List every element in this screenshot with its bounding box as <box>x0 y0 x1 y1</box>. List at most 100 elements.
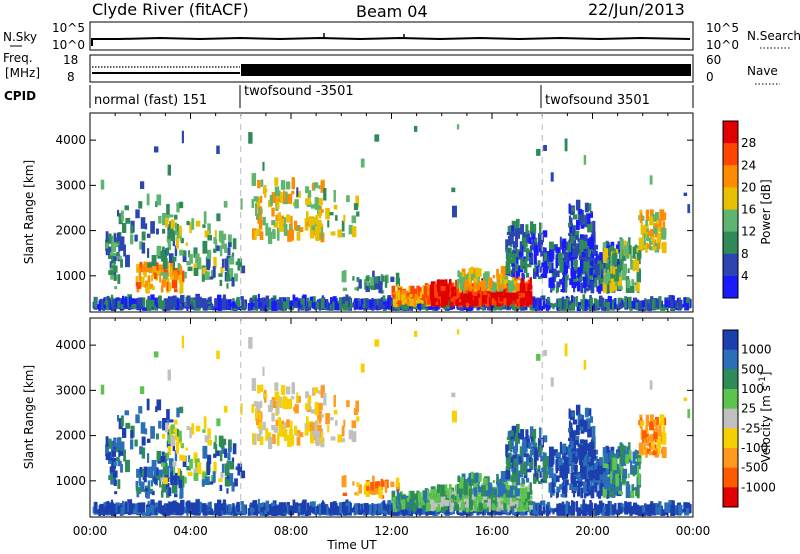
power-echo <box>593 269 597 274</box>
power-echo <box>113 253 118 257</box>
velocity-echo <box>614 467 618 474</box>
velocity-echo <box>120 463 123 473</box>
power-echo <box>341 297 345 307</box>
velocity-echo <box>496 500 500 511</box>
velocity-echo <box>583 481 587 494</box>
velocity-echo <box>130 439 134 450</box>
velocity-echo <box>403 497 409 505</box>
power-colorbar-tick: 16 <box>741 203 756 217</box>
power-echo <box>571 237 577 251</box>
power-echo <box>543 144 547 152</box>
power-colorbar-swatch <box>723 143 738 166</box>
velocity-echo <box>207 428 211 440</box>
power-echo <box>537 263 541 267</box>
power-echo <box>511 234 514 245</box>
power-echo <box>363 307 366 311</box>
velocity-echo <box>660 511 666 516</box>
power-echo <box>451 289 455 297</box>
velocity-echo <box>599 468 604 475</box>
power-echo <box>577 304 580 310</box>
velocity-echo <box>417 505 421 513</box>
power-echo <box>227 258 230 271</box>
velocity-echo <box>580 504 585 514</box>
nsearch-label: N.Search <box>747 29 800 43</box>
power-echo <box>395 297 398 303</box>
power-echo <box>523 248 529 253</box>
power-echo <box>168 214 174 218</box>
power-echo <box>469 285 473 290</box>
velocity-echo <box>539 444 542 453</box>
velocity-echo <box>311 388 315 395</box>
velocity-echo <box>333 409 338 415</box>
velocity-echo <box>509 463 513 469</box>
velocity-echo <box>210 508 214 516</box>
power-echo <box>426 297 431 305</box>
power-echo <box>599 263 604 270</box>
velocity-echo <box>112 504 117 512</box>
velocity-echo <box>164 482 170 491</box>
velocity-echo <box>520 511 525 516</box>
velocity-echo <box>571 476 576 484</box>
freq-unit: [MHz] <box>5 66 40 80</box>
velocity-echo <box>444 484 448 495</box>
velocity-echo <box>160 505 165 515</box>
velocity-echo <box>124 501 127 513</box>
velocity-echo <box>510 475 515 482</box>
power-echo <box>532 236 535 246</box>
power-echo <box>572 281 578 287</box>
power-echo <box>151 255 157 267</box>
power-echo <box>440 279 445 292</box>
power-echo <box>330 231 336 236</box>
power-echo <box>566 253 570 261</box>
velocity-echo <box>202 472 207 484</box>
power-echo <box>409 294 413 298</box>
velocity-echo <box>356 482 360 488</box>
velocity-echo <box>514 439 519 453</box>
velocity-echo <box>134 439 138 447</box>
velocity-echo <box>380 502 383 515</box>
power-echo <box>575 219 580 231</box>
velocity-echo <box>463 498 469 503</box>
velocity-echo <box>189 511 195 515</box>
velocity-echo <box>219 450 223 462</box>
velocity-echo <box>529 482 532 495</box>
velocity-echo <box>563 473 567 486</box>
power-echo <box>371 299 374 308</box>
power-echo <box>265 295 270 307</box>
power-echo <box>206 258 211 271</box>
velocity-echo <box>271 412 275 422</box>
velocity-echo <box>496 507 499 512</box>
velocity-echo <box>470 471 474 484</box>
power-echo <box>579 239 584 253</box>
velocity-echo <box>253 401 259 407</box>
power-echo <box>507 283 510 290</box>
power-echo <box>329 212 334 216</box>
power-echo <box>583 154 587 165</box>
power-echo <box>573 276 578 286</box>
power-echo <box>446 285 450 294</box>
velocity-echo <box>282 395 286 408</box>
power-echo <box>471 285 476 295</box>
velocity-echo <box>176 436 180 443</box>
velocity-echo <box>338 502 344 514</box>
velocity-echo <box>426 489 430 501</box>
power-echo <box>644 299 647 307</box>
power-echo <box>579 276 584 281</box>
velocity-echo <box>582 473 587 480</box>
power-echo <box>420 293 426 301</box>
velocity-echo <box>461 503 465 511</box>
velocity-echo <box>599 483 604 489</box>
power-echo <box>333 204 338 210</box>
power-echo <box>365 299 369 310</box>
velocity-echo <box>489 492 493 497</box>
velocity-echo <box>516 462 519 471</box>
velocity-echo <box>516 454 520 465</box>
velocity-echo <box>262 421 266 431</box>
power-echo <box>123 244 126 257</box>
velocity-echo <box>108 475 114 481</box>
power-echo <box>563 265 569 274</box>
velocity-echo <box>538 504 543 516</box>
power-echo <box>365 282 370 293</box>
velocity-echo <box>584 492 589 497</box>
power-echo <box>139 276 145 287</box>
